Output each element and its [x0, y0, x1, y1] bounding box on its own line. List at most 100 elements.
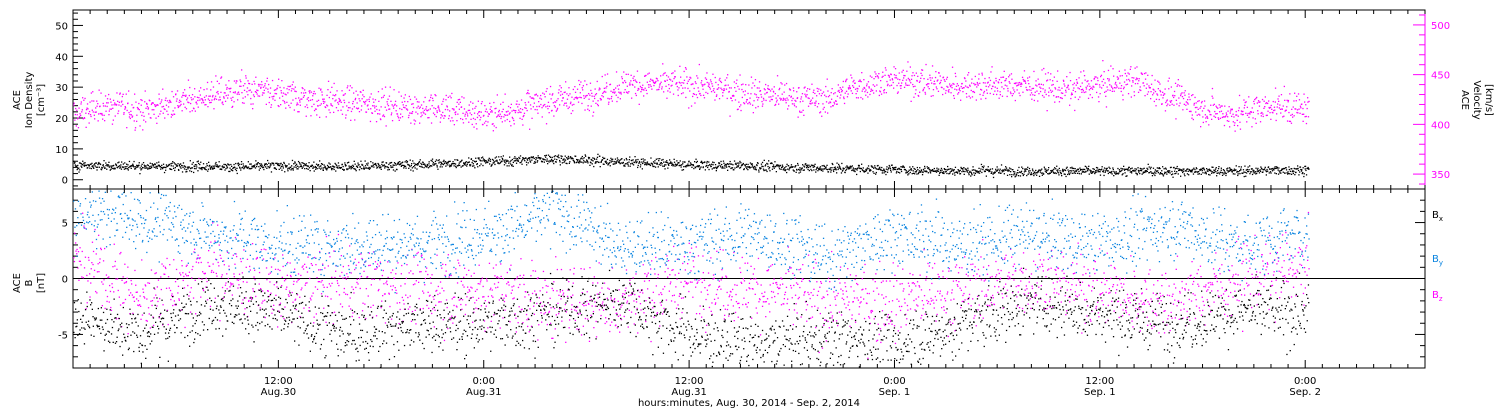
- data-point: [247, 161, 249, 163]
- data-point: [1016, 85, 1018, 87]
- data-point: [170, 101, 172, 103]
- data-point: [1290, 122, 1293, 124]
- data-point: [1028, 167, 1031, 170]
- data-point: [933, 83, 935, 85]
- data-point: [921, 171, 923, 173]
- data-point: [603, 90, 606, 92]
- data-point: [544, 103, 546, 106]
- data-point: [1102, 78, 1105, 80]
- data-point: [408, 95, 410, 98]
- data-point: [95, 162, 98, 164]
- data-point: [1076, 169, 1078, 171]
- data-point: [227, 97, 229, 99]
- data-point: [580, 81, 582, 83]
- data-point: [501, 121, 503, 123]
- velocity-tick-label: 500: [1431, 21, 1450, 32]
- data-point: [419, 122, 421, 124]
- data-point: [1278, 95, 1280, 97]
- data-point: [676, 85, 678, 88]
- data-point: [566, 162, 568, 165]
- data-point: [268, 162, 270, 164]
- data-point: [198, 97, 200, 99]
- data-point: [600, 161, 602, 163]
- data-point: [913, 74, 916, 77]
- data-point: [186, 97, 189, 99]
- data-point: [513, 157, 515, 160]
- data-point: [347, 85, 349, 87]
- data-point: [235, 169, 238, 172]
- data-point: [739, 166, 742, 169]
- data-point: [1307, 97, 1309, 99]
- data-point: [345, 117, 347, 119]
- data-point: [745, 163, 747, 165]
- data-point: [774, 161, 776, 163]
- data-point: [418, 161, 421, 163]
- data-point: [1065, 175, 1067, 178]
- data-point: [1173, 90, 1176, 93]
- data-point: [1140, 89, 1142, 92]
- data-point: [1033, 174, 1035, 177]
- data-point: [123, 166, 125, 168]
- data-point: [136, 165, 139, 167]
- data-point: [1165, 168, 1167, 170]
- data-point: [1170, 101, 1172, 103]
- data-point: [635, 159, 637, 161]
- data-point: [450, 97, 452, 99]
- data-point: [498, 156, 500, 158]
- data-point: [1134, 83, 1137, 85]
- data-point: [627, 163, 629, 165]
- data-point: [1114, 83, 1116, 85]
- data-point: [506, 165, 508, 167]
- data-point: [700, 82, 702, 84]
- data-point: [216, 166, 218, 168]
- data-point: [996, 87, 998, 89]
- data-point: [1174, 170, 1176, 172]
- data-point: [529, 161, 532, 163]
- data-point: [561, 162, 563, 164]
- data-point: [980, 88, 982, 91]
- data-point: [193, 171, 195, 174]
- data-point: [216, 80, 218, 82]
- data-point: [136, 114, 138, 116]
- data-point: [1025, 82, 1027, 84]
- data-point: [314, 165, 316, 168]
- data-point: [89, 167, 91, 169]
- data-point: [692, 164, 695, 167]
- data-point: [248, 89, 250, 92]
- data-point: [841, 89, 843, 92]
- data-point: [240, 163, 242, 165]
- data-point: [1099, 93, 1101, 95]
- data-point: [1058, 101, 1061, 103]
- data-point: [699, 92, 701, 95]
- data-point: [438, 107, 440, 109]
- data-point: [1054, 167, 1056, 169]
- data-point: [343, 101, 346, 104]
- data-point: [1178, 105, 1180, 107]
- data-point: [839, 167, 841, 169]
- data-point: [480, 111, 482, 113]
- data-point: [1202, 116, 1204, 118]
- data-point: [277, 85, 279, 87]
- data-point: [334, 100, 336, 102]
- data-point: [337, 101, 339, 104]
- data-point: [499, 113, 501, 115]
- data-point: [867, 81, 870, 83]
- data-point: [721, 88, 723, 91]
- data-point: [1051, 84, 1053, 86]
- data-point: [496, 159, 498, 161]
- data-point: [1016, 172, 1018, 174]
- data-point: [1153, 92, 1155, 94]
- data-point: [778, 88, 780, 91]
- data-point: [138, 164, 140, 167]
- data-point: [658, 160, 660, 162]
- data-point: [246, 166, 248, 169]
- data-point: [1047, 169, 1049, 171]
- data-point: [735, 90, 737, 92]
- data-point: [189, 170, 191, 172]
- data-point: [728, 87, 731, 89]
- data-point: [501, 160, 503, 162]
- data-point: [641, 161, 643, 163]
- data-point: [501, 115, 503, 118]
- data-point: [175, 93, 177, 95]
- data-point: [313, 90, 315, 93]
